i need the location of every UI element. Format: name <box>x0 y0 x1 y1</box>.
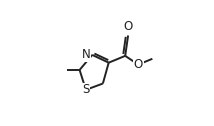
Text: O: O <box>123 20 133 33</box>
Text: S: S <box>82 83 90 96</box>
Text: N: N <box>82 48 91 61</box>
Text: O: O <box>134 58 143 71</box>
